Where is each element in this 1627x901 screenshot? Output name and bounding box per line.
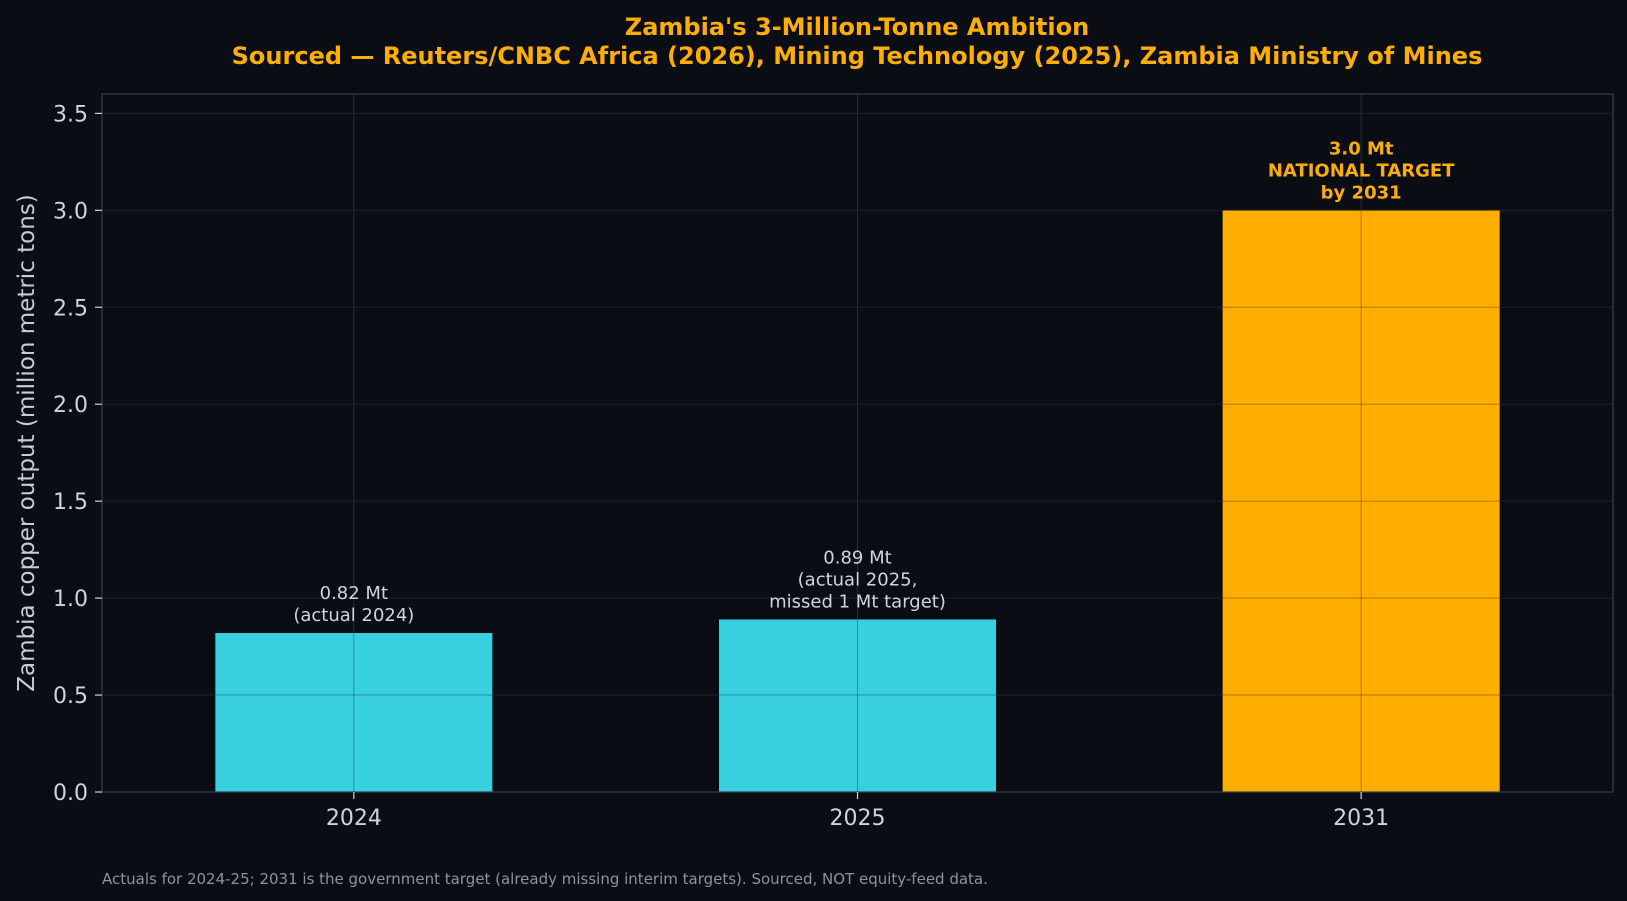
x-tick-label: 2025 bbox=[830, 806, 886, 831]
y-tick-label: 3.0 bbox=[53, 199, 88, 224]
x-tick-label: 2031 bbox=[1333, 806, 1389, 831]
y-tick-label: 2.0 bbox=[53, 393, 88, 418]
data-label-layer: 0.82 Mt(actual 2024) 0.89 Mt(actual 2025,… bbox=[293, 138, 1455, 626]
data-label-2031: by 2031 bbox=[1321, 182, 1402, 203]
data-label-2024: 0.82 Mt bbox=[320, 583, 388, 604]
bar-layer bbox=[215, 210, 1500, 793]
data-label-2024: (actual 2024) bbox=[293, 605, 414, 626]
y-axis-label: Zambia copper output (million metric ton… bbox=[14, 194, 40, 692]
y-tick-label: 1.5 bbox=[53, 490, 88, 515]
bar-2024 bbox=[215, 633, 493, 792]
footnote: Actuals for 2024-25; 2031 is the governm… bbox=[102, 870, 988, 888]
chart-subtitle: Sourced — Reuters/CNBC Africa (2026), Mi… bbox=[232, 42, 1483, 70]
y-tick-label: 0.0 bbox=[53, 781, 88, 806]
chart-title: Zambia's 3-Million-Tonne Ambition bbox=[625, 13, 1089, 41]
y-tick-label: 0.5 bbox=[53, 684, 88, 709]
data-label-2031: NATIONAL TARGET bbox=[1268, 160, 1455, 181]
data-label-2025: 0.89 Mt bbox=[823, 547, 891, 568]
y-tick-label: 3.5 bbox=[53, 102, 88, 127]
y-tick-label: 1.0 bbox=[53, 587, 88, 612]
data-label-2031: 3.0 Mt bbox=[1329, 138, 1394, 159]
x-tick-label: 2024 bbox=[326, 806, 382, 831]
bar-2031 bbox=[1222, 210, 1500, 793]
data-label-2025: (actual 2025, bbox=[798, 569, 918, 590]
axis-layer: 0.0 0.5 1.0 1.5 2.0 2.5 3.0 3.5 2024 2025 2031 bbox=[53, 93, 1614, 831]
y-tick-label: 2.5 bbox=[53, 296, 88, 321]
bar-2025 bbox=[718, 619, 997, 792]
data-label-2025: missed 1 Mt target) bbox=[769, 591, 946, 612]
